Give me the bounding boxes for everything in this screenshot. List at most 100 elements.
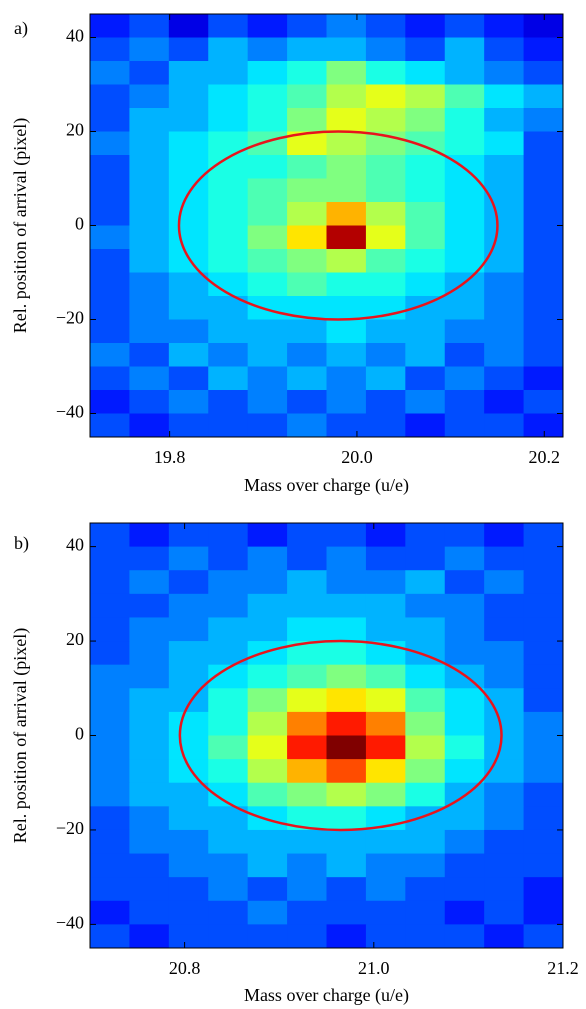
heat-cell — [326, 711, 367, 736]
heat-cell — [247, 131, 288, 156]
heat-cell — [247, 296, 288, 320]
heat-cell — [326, 202, 367, 226]
heat-cell — [129, 319, 170, 344]
heat-cell — [247, 37, 288, 62]
heat-cell — [326, 249, 367, 273]
heat-cell — [484, 272, 525, 297]
heat-cell — [247, 202, 288, 226]
x-axis-label: Mass over charge (u/e) — [244, 475, 409, 496]
y-tick-label: −40 — [56, 913, 84, 933]
heat-cell — [168, 523, 209, 548]
heat-cell — [129, 617, 170, 642]
heat-cell — [129, 924, 170, 949]
region-ellipse — [178, 639, 503, 832]
heat-cell — [129, 900, 170, 925]
heat-cell — [247, 14, 288, 38]
x-tick-label: 20.2 — [529, 447, 561, 467]
heat-cell — [365, 593, 406, 618]
heat-cell — [247, 570, 288, 595]
heat-cell — [208, 546, 249, 571]
heat-cell — [168, 759, 209, 784]
heat-cell — [405, 272, 446, 297]
heat-cell — [326, 877, 367, 902]
heat-cell — [208, 108, 249, 132]
heat-cell — [168, 664, 209, 689]
heat-cell — [523, 84, 564, 109]
heat-cell — [444, 343, 485, 367]
heat-cell — [247, 225, 288, 250]
heat-cell — [484, 829, 525, 855]
heat-cell — [208, 14, 249, 38]
heat-cell — [484, 37, 525, 62]
heat-cell — [523, 249, 564, 273]
heat-cell — [523, 759, 564, 784]
heat-cell — [90, 829, 130, 855]
heat-cell — [129, 593, 170, 618]
heat-cell — [405, 924, 446, 949]
heat-cell — [484, 617, 525, 642]
heat-cell — [247, 413, 288, 438]
heat-cell — [444, 688, 485, 713]
heat-cell — [365, 366, 406, 391]
heat-cell — [523, 296, 564, 320]
heat-cell — [208, 924, 249, 949]
heat-cell — [523, 829, 564, 855]
heat-cell — [365, 900, 406, 925]
heat-cell — [168, 366, 209, 391]
heat-cell — [523, 593, 564, 618]
heat-cell — [247, 853, 288, 878]
heat-cell — [365, 225, 406, 250]
heat-cell — [484, 570, 525, 595]
heat-cell — [208, 735, 249, 760]
x-tick-label: 21.0 — [358, 958, 390, 978]
heat-cell — [168, 178, 209, 203]
heat-cell — [287, 202, 327, 226]
heat-cell — [247, 366, 288, 391]
heat-cell — [168, 617, 209, 642]
heat-cell — [208, 343, 249, 367]
heat-cell — [168, 249, 209, 273]
heat-cell — [365, 546, 406, 571]
heat-cell — [90, 37, 130, 62]
heat-cell — [287, 853, 327, 878]
heat-cell — [365, 617, 406, 642]
heat-cell — [129, 202, 170, 226]
heat-cell — [365, 570, 406, 595]
heat-cell — [90, 14, 130, 38]
heat-cell — [208, 225, 249, 250]
heat-cell — [90, 853, 130, 878]
heat-cell — [129, 711, 170, 736]
y-axis-label: Rel. position of arrival (pixel) — [10, 118, 31, 333]
heat-cell — [208, 523, 249, 548]
heat-cell — [444, 225, 485, 250]
heat-cell — [523, 37, 564, 62]
heat-cell — [208, 759, 249, 784]
heat-cell — [523, 413, 564, 438]
heat-cell — [444, 296, 485, 320]
heat-cell — [129, 413, 170, 438]
heat-cell — [90, 641, 130, 666]
heat-cell — [247, 108, 288, 132]
heat-cell — [90, 782, 130, 807]
heat-cell — [326, 131, 367, 156]
heat-cell — [129, 296, 170, 320]
heat-cell — [523, 523, 564, 548]
heat-cell — [247, 877, 288, 902]
heat-cell — [405, 390, 446, 414]
heat-cell — [405, 617, 446, 642]
heat-cell — [247, 900, 288, 925]
heat-cell — [326, 343, 367, 367]
heat-cell — [287, 924, 327, 949]
heat-cell — [287, 877, 327, 902]
heat-cell — [444, 593, 485, 618]
heat-cell — [208, 178, 249, 203]
heat-cell — [90, 343, 130, 367]
heat-cell — [444, 390, 485, 414]
heat-cell — [326, 413, 367, 438]
heat-cell — [444, 711, 485, 736]
heat-cell — [444, 570, 485, 595]
heat-cell — [208, 688, 249, 713]
heat-cell — [129, 37, 170, 62]
heat-cell — [523, 178, 564, 203]
heat-cell — [405, 108, 446, 132]
